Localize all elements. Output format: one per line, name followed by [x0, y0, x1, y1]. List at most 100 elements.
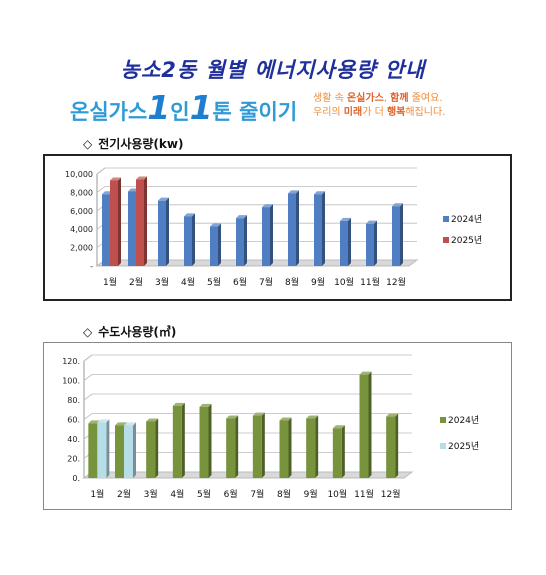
slogan-subtext: 생활 속 온실가스, 함께 줄여요. 우리의 미래가 더 행복해집니다. — [313, 92, 445, 120]
x-tick-label: 10월 — [334, 276, 354, 288]
legend-swatch — [440, 417, 446, 423]
legend-swatch — [443, 237, 449, 243]
bar-2024년-11월 — [366, 220, 377, 266]
slogan-headline: 온실가스1인1톤 줄이기 — [70, 88, 297, 128]
water-title-text: 수도사용량(㎥) — [98, 325, 177, 339]
bar-2024년-12월 — [392, 203, 403, 266]
bar-side — [192, 213, 195, 266]
water-section-title: ◇ 수도사용량(㎥) — [83, 323, 176, 340]
slogan-line1-bold2: 함께 — [390, 93, 409, 104]
gridline-depth — [83, 354, 93, 362]
x-tick-label: 2월 — [117, 488, 131, 500]
bar-front — [252, 415, 262, 478]
bar-top — [136, 176, 147, 180]
bar-top — [279, 417, 292, 421]
bar-front — [88, 423, 98, 478]
bar-front — [359, 374, 369, 478]
bar-2024년-10월 — [332, 425, 345, 478]
x-tick-label: 4월 — [170, 488, 184, 500]
y-tick-label: 60. — [67, 416, 80, 425]
bar-side — [341, 425, 345, 478]
bar-top — [359, 371, 372, 375]
x-tick-label: 3월 — [155, 276, 169, 288]
x-tick-label: 4월 — [181, 276, 195, 288]
page-title: 농소2동 월별 에너지사용량 안내 — [120, 58, 426, 82]
slogan-line2-post: 해집니다. — [405, 107, 446, 118]
slogan-part2: 인 — [170, 100, 190, 124]
x-tick-label: 9월 — [304, 488, 318, 500]
bar-2024년-11월 — [359, 371, 372, 478]
bar-2024년-8월 — [279, 417, 292, 478]
bar-top — [340, 217, 351, 221]
bar-2025년-1월 — [97, 419, 110, 478]
bar-2024년-3월 — [146, 418, 159, 478]
bar-front — [115, 425, 124, 478]
x-tick-label: 5월 — [207, 276, 221, 288]
y-tick-label: 40. — [67, 435, 80, 444]
bar-front — [386, 416, 396, 478]
bar-2024년-10월 — [340, 217, 351, 266]
y-tick-label: 120. — [62, 357, 80, 366]
y-tick-label: 6,000 — [70, 207, 93, 216]
slogan-part1: 온실가스 — [70, 100, 148, 124]
bar-2025년-1월 — [110, 177, 121, 266]
slogan-line1-mid: , — [383, 93, 391, 104]
bar-side — [208, 403, 212, 478]
bar-side — [261, 412, 265, 478]
bar-front — [136, 179, 144, 266]
slogan-banner: 온실가스1인1톤 줄이기 생활 속 온실가스, 함께 줄여요. 우리의 미래가 … — [70, 88, 490, 128]
bar-top — [386, 413, 399, 417]
bar-2024년-5월 — [199, 403, 212, 478]
bar-side — [144, 176, 147, 266]
x-tick-label: 11월 — [354, 488, 374, 500]
x-tick-label: 1월 — [103, 276, 117, 288]
bar-top — [288, 190, 299, 194]
bar-top — [88, 420, 101, 424]
bar-top — [306, 415, 319, 419]
bar-front — [226, 418, 236, 478]
x-tick-label: 7월 — [250, 488, 264, 500]
bar-top — [115, 422, 127, 426]
bar-2024년-6월 — [236, 215, 247, 266]
bar-2024년-6월 — [226, 415, 239, 478]
bar-2024년-7월 — [262, 204, 273, 266]
x-tick-label: 7월 — [259, 276, 273, 288]
bar-top — [184, 213, 195, 217]
bar-side — [166, 197, 169, 266]
bar-front — [110, 180, 118, 266]
bar-side — [244, 215, 247, 266]
bar-2024년-9월 — [306, 415, 319, 478]
y-tick-label: 80. — [67, 396, 80, 405]
legend-label: 2024년 — [451, 214, 482, 225]
slogan-line2-mid: 가 더 — [362, 107, 387, 118]
bar-2024년-4월 — [172, 402, 185, 478]
bar-side — [218, 223, 221, 266]
y-tick-label: 4,000 — [70, 225, 93, 234]
bar-2024년-4월 — [184, 213, 195, 266]
slogan-line1-post: 줄여요. — [408, 93, 443, 104]
bar-front — [184, 216, 192, 266]
bar-top — [158, 197, 169, 201]
bar-top — [262, 204, 273, 208]
bar-side — [118, 177, 121, 266]
gridline-depth — [83, 413, 93, 420]
y-tick-label: 100. — [62, 377, 80, 386]
slogan-line2-bold1: 미래 — [343, 107, 363, 118]
bar-top — [199, 403, 212, 407]
bar-side — [133, 422, 136, 478]
bar-top — [366, 220, 377, 224]
bar-front — [210, 226, 218, 266]
bar-side — [296, 190, 299, 266]
x-tick-label: 8월 — [285, 276, 299, 288]
legend-label: 2024년 — [448, 415, 479, 426]
x-tick-label: 10월 — [327, 488, 347, 500]
bar-2024년-3월 — [158, 197, 169, 266]
x-tick-label: 6월 — [233, 276, 247, 288]
y-tick-label: - — [90, 262, 93, 271]
bar-side — [288, 417, 292, 478]
water-chart: 0. 20. 40. 60. 80. 100. 120. 1월 2월 3월 4월 5월 6월 7월 8월 9월… — [43, 342, 512, 510]
slogan-num2: 1 — [189, 88, 213, 127]
slogan-line1: 생활 속 온실가스, 함께 줄여요. — [313, 92, 445, 106]
gridline-depth — [83, 374, 93, 381]
bar-front — [97, 422, 107, 478]
